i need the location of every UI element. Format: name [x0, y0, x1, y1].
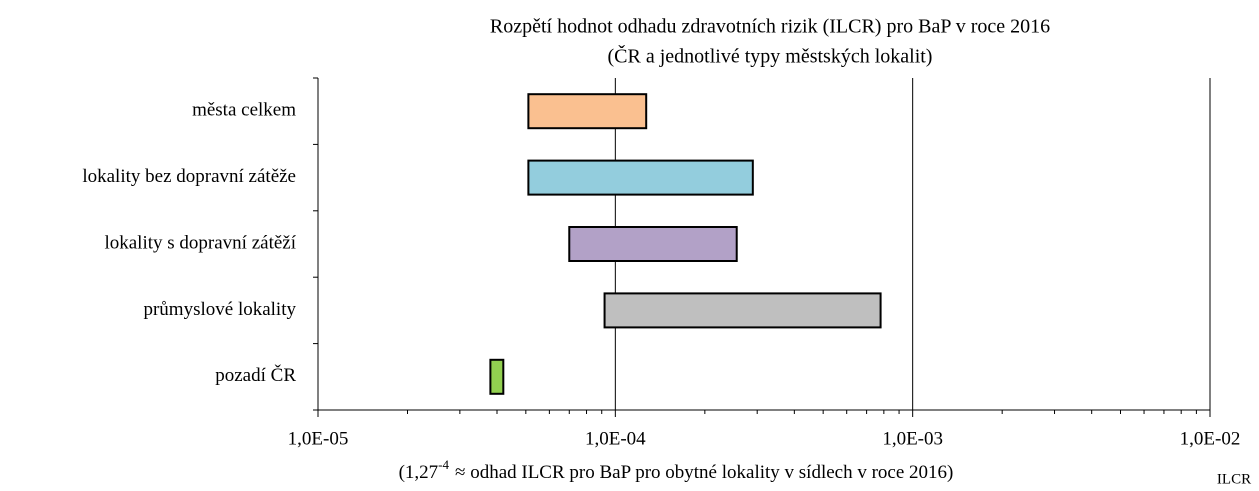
annotation-text: ≈ odhad ILCR pro BaP pro obytné lokality… [455, 462, 953, 483]
bar [603, 292, 882, 329]
y-tick-label: lokality bez dopravní zátěže [82, 166, 296, 187]
chart-title: Rozpětí hodnot odhadu zdravotních rizik … [490, 16, 1050, 38]
bar [489, 358, 505, 395]
chart-subtitle: (ČR a jednotlivé typy městských lokalit) [608, 44, 933, 68]
y-tick-label: lokality s dopravní zátěží [104, 232, 296, 253]
x-tick-label: 1,0E-02 [1180, 428, 1241, 449]
y-tick-label: průmyslové lokality [143, 299, 296, 320]
bar [568, 226, 738, 262]
annotation-exponent: -4 [438, 457, 449, 472]
x-axis-label: ILCR [1217, 471, 1251, 487]
annotation-base: (1,27 [399, 462, 439, 483]
bar [527, 159, 754, 196]
x-tick-label: 1,0E-05 [288, 428, 349, 449]
y-tick-label: pozadí ČR [215, 364, 296, 386]
y-tick-label: města celkem [192, 100, 296, 121]
bar [527, 93, 648, 130]
x-tick-label: 1,0E-03 [882, 428, 943, 449]
annotation: (1,27-4 ≈ odhad ILCR pro BaP pro obytné l… [399, 457, 954, 483]
x-tick-label: 1,0E-04 [585, 428, 646, 449]
